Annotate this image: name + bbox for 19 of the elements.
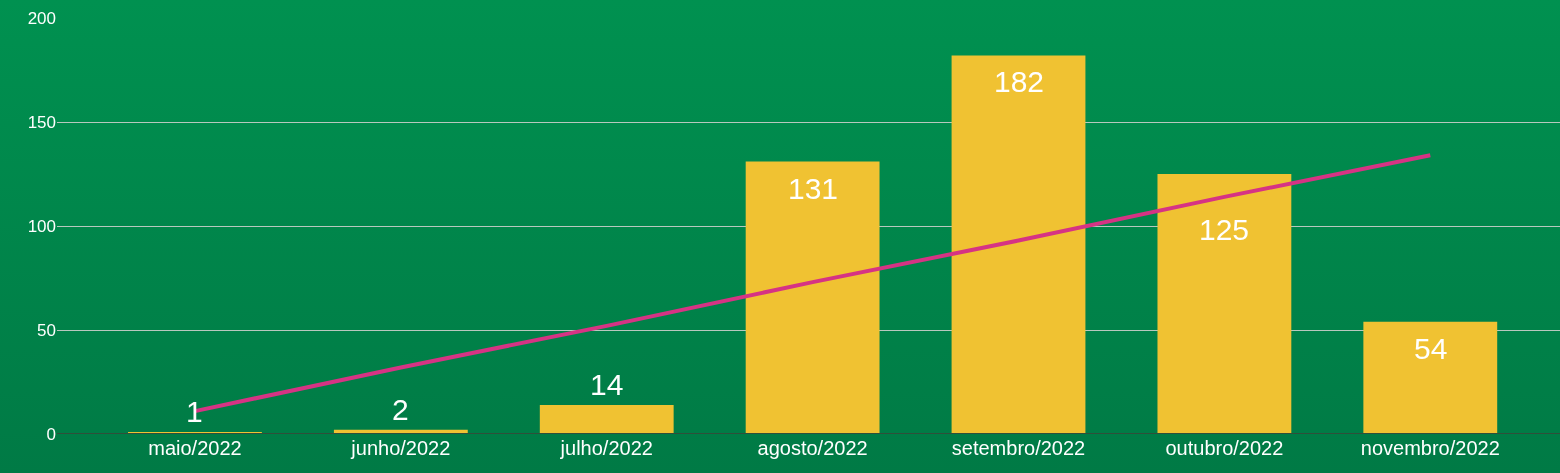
data-label: 1 xyxy=(186,395,203,428)
data-label: 131 xyxy=(788,172,839,205)
y-tick-label: 50 xyxy=(37,320,56,340)
data-label: 14 xyxy=(590,368,624,401)
data-label: 125 xyxy=(1199,213,1250,246)
y-tick-label: 150 xyxy=(27,112,56,132)
x-tick-label: julho/2022 xyxy=(559,437,653,459)
y-tick-label: 0 xyxy=(46,424,56,444)
x-tick-label: novembro/2022 xyxy=(1360,437,1500,459)
x-tick-label: setembro/2022 xyxy=(951,437,1086,459)
data-label: 2 xyxy=(392,393,409,426)
x-tick-label: maio/2022 xyxy=(148,437,242,459)
y-tick-label: 100 xyxy=(27,216,56,236)
data-label: 182 xyxy=(994,65,1045,98)
y-tick-label: 200 xyxy=(27,8,56,28)
x-tick-label: junho/2022 xyxy=(350,437,451,459)
data-label: 54 xyxy=(1414,332,1448,365)
x-tick-label: outubro/2022 xyxy=(1165,437,1284,459)
x-tick-label: agosto/2022 xyxy=(757,437,868,459)
